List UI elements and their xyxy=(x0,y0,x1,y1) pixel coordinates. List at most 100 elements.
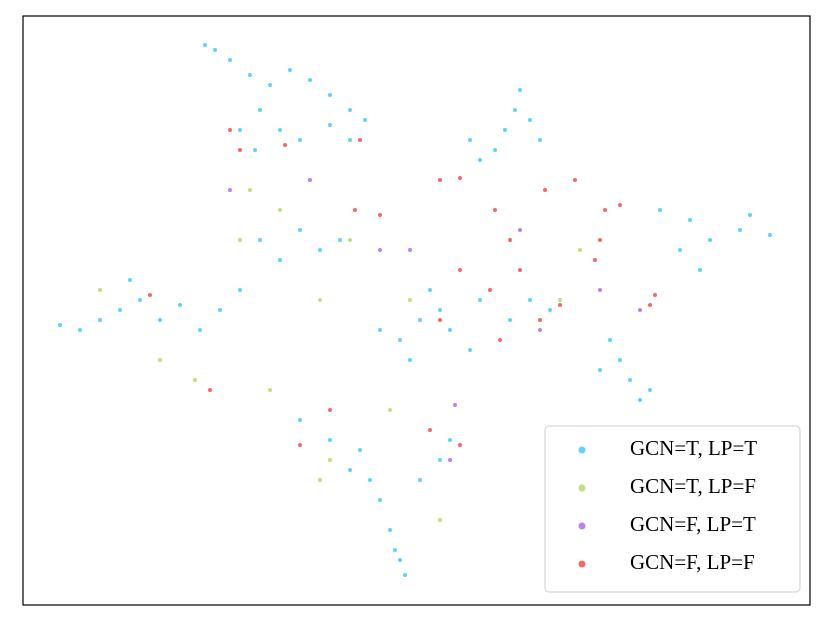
legend-box xyxy=(544,425,801,593)
point xyxy=(393,548,397,552)
point xyxy=(738,228,742,232)
point xyxy=(128,278,132,282)
point xyxy=(348,138,352,142)
point xyxy=(238,128,242,132)
point xyxy=(638,308,642,312)
point xyxy=(258,238,262,242)
point xyxy=(298,418,302,422)
point xyxy=(573,178,577,182)
point xyxy=(198,328,202,332)
point xyxy=(503,128,507,132)
legend-label: GCN=F, LP=T xyxy=(630,512,756,536)
point xyxy=(528,118,532,122)
point xyxy=(408,298,412,302)
point xyxy=(363,118,367,122)
point xyxy=(228,188,232,192)
point xyxy=(593,258,597,262)
point xyxy=(543,188,547,192)
point xyxy=(458,443,462,447)
point xyxy=(598,238,602,242)
point xyxy=(498,338,502,342)
point xyxy=(98,318,102,322)
point xyxy=(278,208,282,212)
point xyxy=(298,443,302,447)
point xyxy=(458,176,462,180)
point xyxy=(513,108,517,112)
legend-marker xyxy=(578,560,586,568)
legend-label: GCN=T, LP=F xyxy=(630,474,756,498)
point xyxy=(378,248,382,252)
point xyxy=(448,328,452,332)
point xyxy=(453,403,457,407)
point xyxy=(548,308,552,312)
point xyxy=(213,48,217,52)
point xyxy=(708,238,712,242)
point xyxy=(408,358,412,362)
point xyxy=(318,248,322,252)
point xyxy=(388,408,392,412)
point xyxy=(178,303,182,307)
point xyxy=(658,208,662,212)
point xyxy=(338,238,342,242)
point xyxy=(378,213,382,217)
point xyxy=(538,328,542,332)
point xyxy=(428,288,432,292)
legend-label: GCN=F, LP=F xyxy=(630,550,755,574)
point xyxy=(298,138,302,142)
point xyxy=(438,518,442,522)
point xyxy=(278,258,282,262)
point xyxy=(353,208,357,212)
point xyxy=(538,318,542,322)
point xyxy=(438,458,442,462)
point xyxy=(628,378,632,382)
point xyxy=(258,108,262,112)
point xyxy=(328,123,332,127)
point xyxy=(493,148,497,152)
point xyxy=(418,318,422,322)
point xyxy=(698,268,702,272)
legend-label: GCN=T, LP=T xyxy=(630,436,757,460)
point xyxy=(228,58,232,62)
point xyxy=(138,298,142,302)
point xyxy=(148,293,152,297)
point xyxy=(488,288,492,292)
point xyxy=(328,458,332,462)
point xyxy=(58,323,62,327)
point xyxy=(598,288,602,292)
legend: GCN=T, LP=T GCN=T, LP=F GCN=F, LP=T GCN=F, … xyxy=(544,425,801,593)
point xyxy=(598,368,602,372)
point xyxy=(518,268,522,272)
point xyxy=(678,248,682,252)
point xyxy=(158,358,162,362)
point xyxy=(378,498,382,502)
point xyxy=(328,438,332,442)
point xyxy=(428,428,432,432)
legend-marker xyxy=(578,522,586,530)
point xyxy=(558,303,562,307)
point xyxy=(458,268,462,272)
point xyxy=(378,328,382,332)
point xyxy=(348,468,352,472)
point xyxy=(278,128,282,132)
points xyxy=(58,43,772,577)
point xyxy=(283,143,287,147)
point xyxy=(578,248,582,252)
point xyxy=(558,298,562,302)
point xyxy=(328,93,332,97)
point xyxy=(348,108,352,112)
point xyxy=(238,148,242,152)
point xyxy=(98,288,102,292)
point xyxy=(688,218,692,222)
point xyxy=(228,128,232,132)
point xyxy=(288,68,292,72)
point xyxy=(603,208,607,212)
legend-marker xyxy=(578,446,586,454)
point xyxy=(478,158,482,162)
point xyxy=(398,338,402,342)
point xyxy=(203,43,207,47)
point xyxy=(618,203,622,207)
point xyxy=(438,318,442,322)
point xyxy=(638,398,642,402)
point xyxy=(218,308,222,312)
